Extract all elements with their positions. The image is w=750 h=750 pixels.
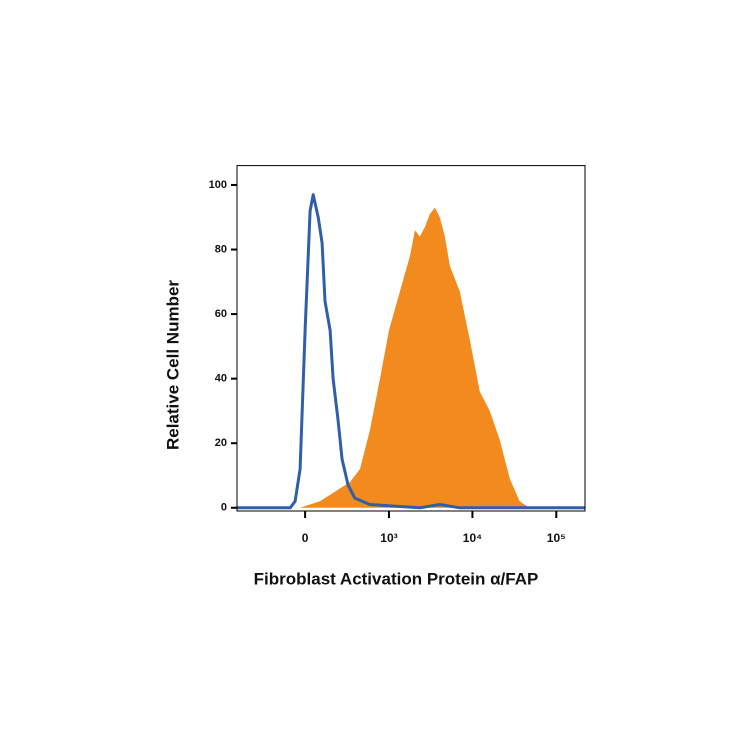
y-tick-label: 20: [215, 437, 227, 449]
y-tick-label: 60: [215, 308, 227, 320]
histogram-area: [300, 207, 530, 508]
y-tick-label: 0: [221, 502, 227, 514]
x-tick-label: 10⁴: [463, 531, 482, 545]
y-tick-label: 100: [209, 179, 227, 191]
x-tick-label: 10³: [380, 531, 397, 545]
x-tick-label: 0: [302, 531, 309, 545]
y-tick-label: 40: [215, 373, 227, 385]
x-axis-title: Fibroblast Activation Protein α/FAP: [254, 569, 539, 588]
y-tick-label: 80: [215, 243, 227, 255]
plot-frame: [236, 165, 586, 512]
histogram-line: [237, 193, 585, 510]
x-tick-label: 10⁵: [547, 531, 566, 545]
y-axis-title: Relative Cell Number: [163, 280, 182, 450]
